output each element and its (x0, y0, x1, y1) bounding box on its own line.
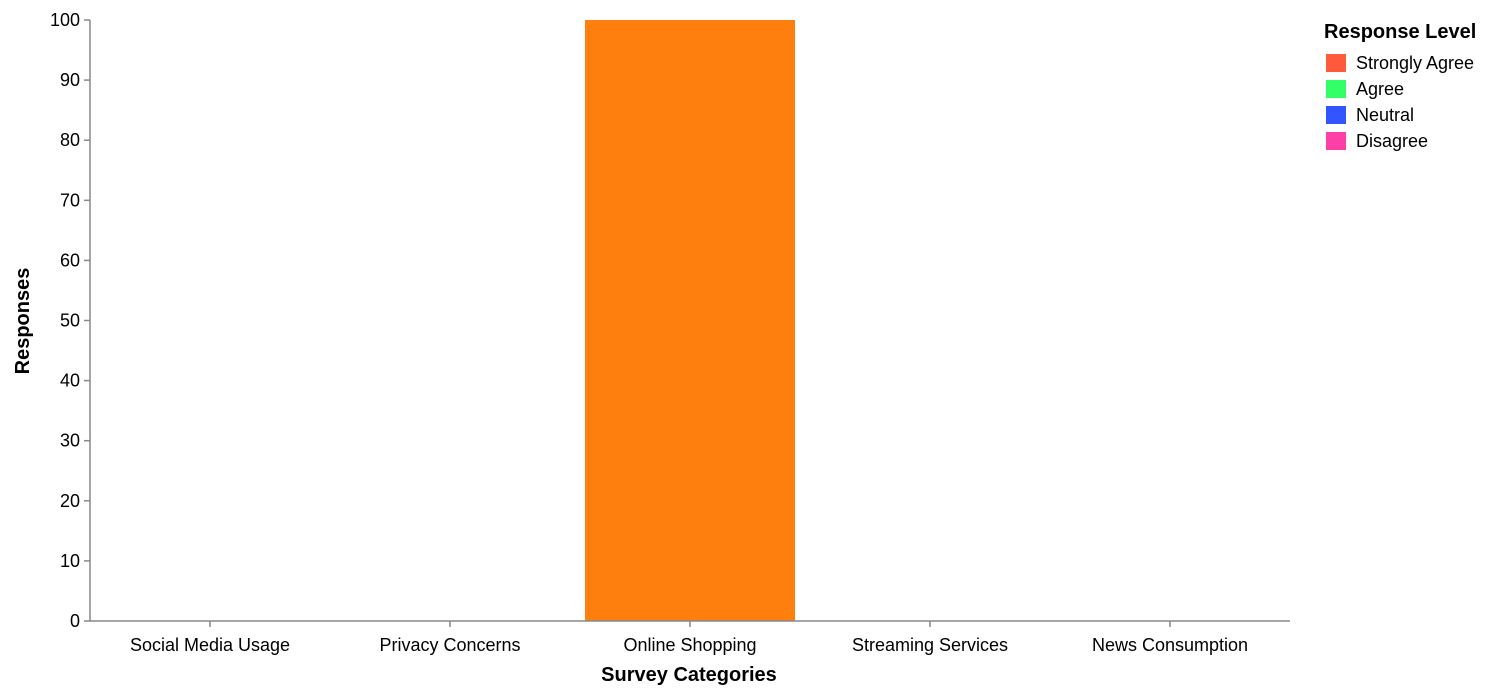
x-axis: Social Media Usage Privacy Concerns Online… (90, 620, 1290, 655)
y-tick-label: 40 (60, 371, 80, 391)
y-tick-label: 100 (50, 10, 80, 30)
y-tick-label: 70 (60, 190, 80, 210)
legend-label: Disagree (1356, 131, 1428, 151)
y-tick-label: 10 (60, 551, 80, 571)
bars-layer (585, 20, 795, 621)
x-tick-label: News Consumption (1092, 635, 1248, 655)
x-tick-label: Streaming Services (852, 635, 1008, 655)
y-tick-label: 50 (60, 311, 80, 331)
y-axis-title: Responses (12, 268, 34, 375)
legend-label: Agree (1356, 79, 1404, 99)
y-tick-label: 60 (60, 250, 80, 270)
x-tick-label: Privacy Concerns (379, 635, 520, 655)
legend-swatch (1326, 132, 1346, 150)
legend-swatch (1326, 106, 1346, 124)
y-tick-label: 80 (60, 130, 80, 150)
x-axis-title: Survey Categories (601, 664, 777, 686)
y-axis: 0 10 20 30 40 50 60 70 80 90 100 (50, 10, 91, 631)
legend-swatch (1326, 80, 1346, 98)
y-tick-label: 20 (60, 491, 80, 511)
x-tick-label: Online Shopping (623, 635, 756, 655)
x-tick-label: Social Media Usage (130, 635, 290, 655)
y-tick-label: 0 (70, 611, 80, 631)
y-tick-label: 90 (60, 70, 80, 90)
y-tick-label: 30 (60, 431, 80, 451)
legend-label: Strongly Agree (1356, 53, 1474, 73)
legend-swatch (1326, 54, 1346, 72)
legend-title: Response Level (1324, 21, 1476, 43)
bar-online-shopping (585, 20, 795, 621)
legend: Response Level Strongly Agree Agree Neutra… (1324, 21, 1476, 151)
legend-label: Neutral (1356, 105, 1414, 125)
